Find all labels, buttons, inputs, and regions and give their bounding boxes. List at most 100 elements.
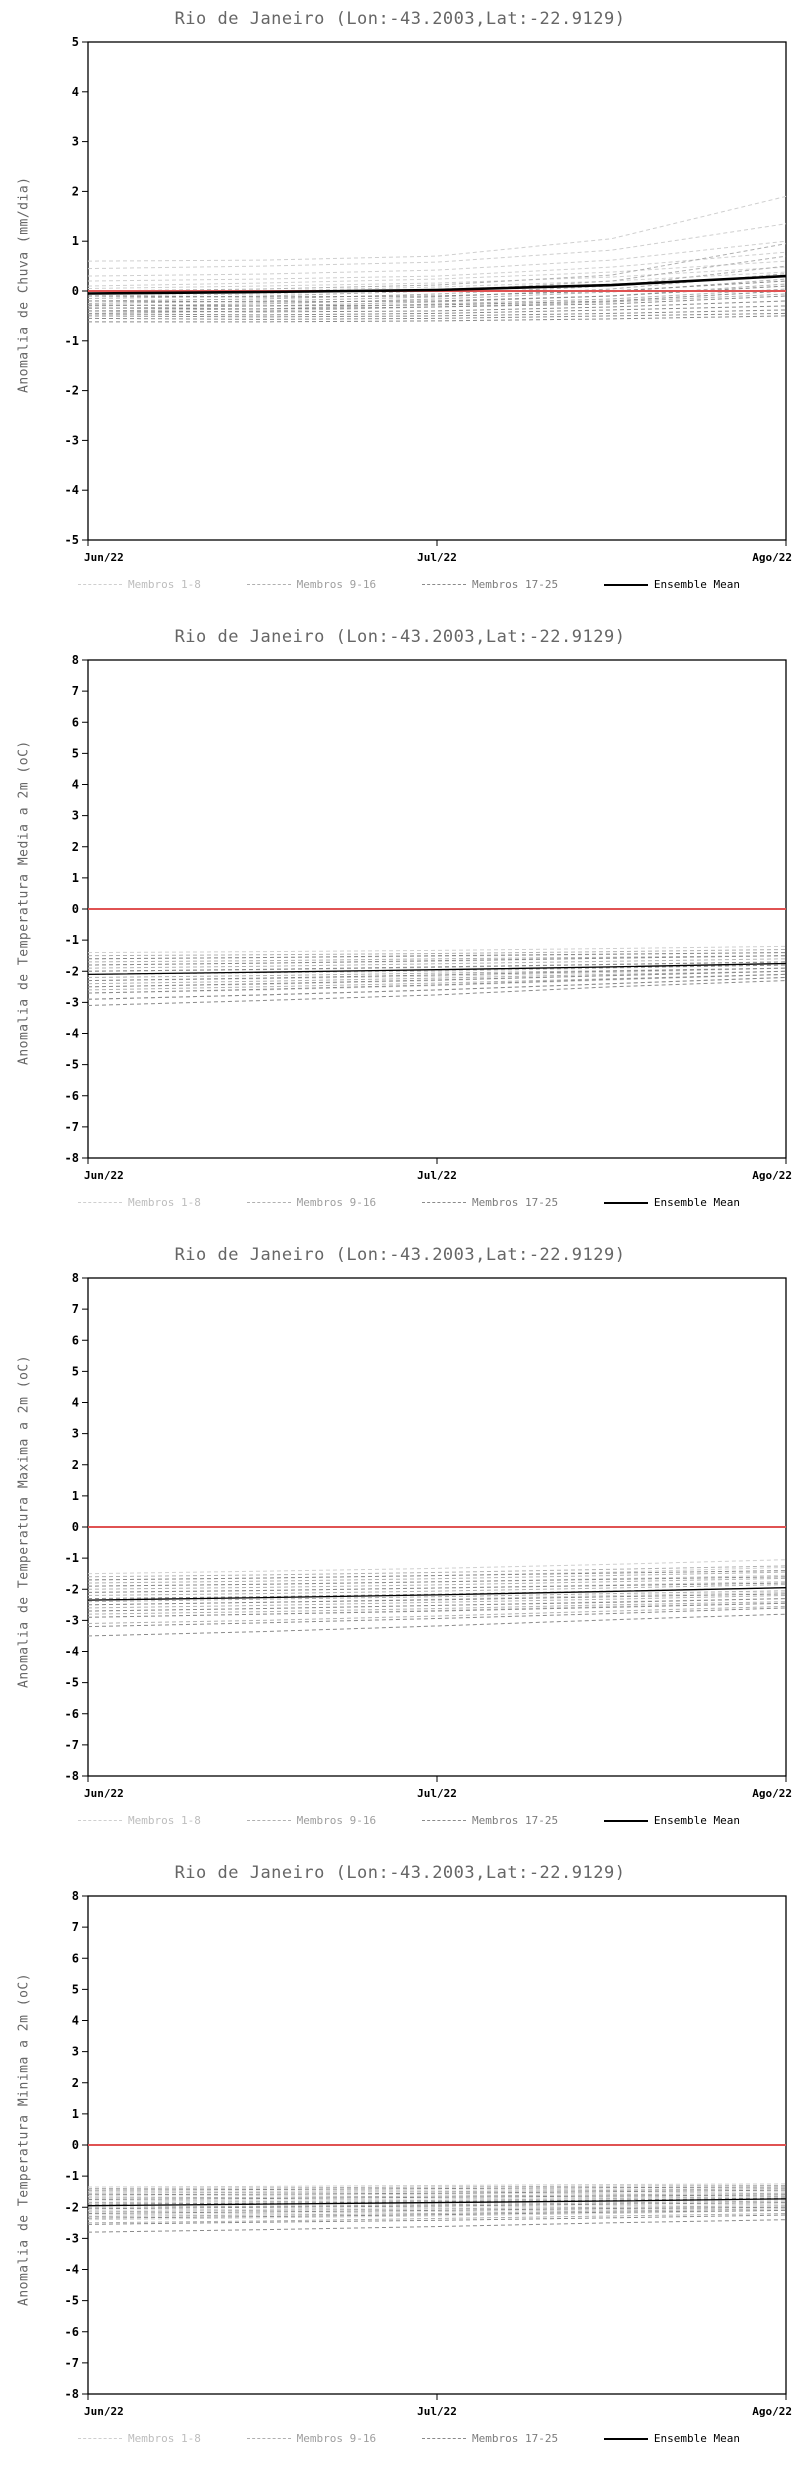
legend-item-ensemble-mean: Ensemble Mean [603, 578, 740, 591]
svg-text:2: 2 [72, 1458, 79, 1472]
legend-line-sample [421, 2438, 466, 2439]
legend-item-membros-17-25: Membros 17-25 [421, 1196, 559, 1209]
svg-text:8: 8 [72, 1889, 79, 1903]
legend-item-membros-9-16: Membros 9-16 [246, 1196, 376, 1209]
legend-line-sample [421, 1202, 466, 1203]
svg-text:0: 0 [72, 1520, 79, 1534]
legend-item-membros-1-8: Membros 1-8 [78, 578, 201, 591]
svg-text:4: 4 [72, 2014, 79, 2028]
svg-text:1: 1 [72, 1489, 79, 1503]
legend-item-membros-9-16: Membros 9-16 [246, 578, 376, 591]
svg-text:4: 4 [72, 85, 79, 99]
svg-text:2: 2 [72, 184, 79, 198]
min-temperature-anomaly-plot: -8 -7 -6 -5 -4 -3 -2 -1 0 1 2 3 4 5 6 7 8 Jun/22 Jul/22 Ago… [65, 1889, 792, 2418]
legend-label: Membros 17-25 [471, 2432, 559, 2445]
legend-item-ensemble-mean: Ensemble Mean [603, 2432, 740, 2445]
svg-text:-6: -6 [65, 2325, 79, 2339]
legend-label: Membros 1-8 [128, 2432, 201, 2445]
chart-title: Rio de Janeiro (Lon:-43.2003,Lat:-22.912… [174, 1245, 626, 1265]
svg-text:3: 3 [72, 2045, 79, 2059]
svg-text:8: 8 [72, 1271, 79, 1285]
svg-text:-5: -5 [65, 1058, 79, 1072]
svg-text:-2: -2 [65, 384, 79, 398]
legend: Membros 1-8 Membros 9-16 Membros 17-25 E… [0, 576, 800, 591]
svg-text:4: 4 [72, 778, 79, 792]
svg-text:7: 7 [72, 1302, 79, 1316]
legend-item-ensemble-mean: Ensemble Mean [603, 1814, 740, 1827]
legend-line-sample [421, 1820, 466, 1821]
legend-line-sample [78, 1820, 122, 1821]
legend: Membros 1-8 Membros 9-16 Membros 17-25 E… [0, 1812, 800, 1827]
svg-text:-1: -1 [65, 2169, 79, 2183]
y-axis-label: Anomalia de Temperatura Maxima a 2m (oC) [16, 1354, 32, 1688]
svg-text:3: 3 [72, 135, 79, 149]
svg-text:-4: -4 [65, 1027, 79, 1041]
svg-text:6: 6 [72, 1333, 79, 1347]
legend-line-sample [246, 2438, 291, 2439]
legend-item-membros-9-16: Membros 9-16 [246, 1814, 377, 1827]
svg-text:-2: -2 [65, 1582, 79, 1596]
chart-title: Rio de Janeiro (Lon:-43.2003,Lat:-22.912… [174, 9, 626, 29]
legend-item-membros-17-25: Membros 17-25 [421, 578, 558, 591]
svg-text:-2: -2 [65, 2200, 79, 2214]
svg-text:6: 6 [72, 1951, 79, 1965]
svg-text:0: 0 [72, 2138, 79, 2152]
legend-item-membros-17-25: Membros 17-25 [421, 2432, 559, 2445]
chart-title: Rio de Janeiro (Lon:-43.2003,Lat:-22.912… [174, 1863, 626, 1883]
legend-item-membros-9-16: Membros 9-16 [246, 2432, 377, 2445]
svg-text:Jun/22: Jun/22 [84, 2405, 124, 2418]
svg-text:0: 0 [72, 284, 79, 298]
legend-label: Membros 9-16 [296, 2432, 377, 2445]
svg-text:Jul/22: Jul/22 [417, 1787, 457, 1800]
svg-text:-3: -3 [65, 1613, 79, 1627]
svg-text:5: 5 [72, 1364, 79, 1378]
svg-text:-1: -1 [65, 933, 79, 947]
svg-text:-8: -8 [65, 2387, 79, 2401]
legend-item-membros-1-8: Membros 1-8 [78, 2432, 201, 2445]
legend-label: Membros 17-25 [471, 1196, 559, 1209]
chart-panel-mean-temp-anomaly: Rio de Janeiro (Lon:-43.2003,Lat:-22.912… [0, 618, 800, 1236]
svg-text:Jul/22: Jul/22 [417, 551, 457, 564]
svg-text:-5: -5 [65, 533, 79, 547]
legend-line-sample [246, 1820, 291, 1821]
svg-text:Jul/22: Jul/22 [417, 1169, 457, 1182]
svg-text:Ago/22: Ago/22 [752, 2405, 792, 2418]
legend-line-sample [603, 2437, 648, 2440]
legend-line-sample [78, 584, 122, 585]
legend-item-membros-1-8: Membros 1-8 [78, 1196, 201, 1209]
mean-temperature-anomaly-plot: -8 -7 -6 -5 -4 -3 -2 -1 0 1 2 3 4 5 6 7 8 Jun/22 Jul/22 Ago… [65, 653, 792, 1182]
legend-label: Ensemble Mean [653, 578, 740, 591]
svg-text:-3: -3 [65, 2231, 79, 2245]
legend-line-sample [603, 1201, 648, 1204]
svg-text:-5: -5 [65, 1676, 79, 1690]
legend-label: Membros 1-8 [128, 1196, 201, 1209]
svg-text:6: 6 [72, 715, 79, 729]
svg-text:-6: -6 [65, 1707, 79, 1721]
svg-text:5: 5 [72, 746, 79, 760]
svg-text:-3: -3 [65, 433, 79, 447]
svg-text:3: 3 [72, 809, 79, 823]
svg-text:-5: -5 [65, 2294, 79, 2308]
chart-panel-max-temp-anomaly: Rio de Janeiro (Lon:-43.2003,Lat:-22.912… [0, 1236, 800, 1854]
svg-text:Jun/22: Jun/22 [84, 551, 124, 564]
plot-wrap: Anomalia de Temperatura Minima a 2m (oC)… [0, 1886, 800, 2430]
svg-text:Jul/22: Jul/22 [417, 2405, 457, 2418]
svg-text:Jun/22: Jun/22 [84, 1787, 124, 1800]
legend-line-sample [246, 584, 291, 585]
svg-text:5: 5 [72, 1982, 79, 1996]
svg-text:7: 7 [72, 684, 79, 698]
chart-title: Rio de Janeiro (Lon:-43.2003,Lat:-22.912… [174, 627, 626, 647]
svg-text:-1: -1 [65, 334, 79, 348]
legend-item-membros-1-8: Membros 1-8 [78, 1814, 201, 1827]
plot-wrap: Anomalia de Chuva (mm/dia) -5 -4 -3 -2 -1 0 1 2… [0, 32, 800, 576]
svg-text:-4: -4 [65, 1645, 79, 1659]
svg-text:8: 8 [72, 653, 79, 667]
legend-line-sample [603, 583, 648, 586]
svg-text:2: 2 [72, 840, 79, 854]
chart-panel-min-temp-anomaly: Rio de Janeiro (Lon:-43.2003,Lat:-22.912… [0, 1854, 800, 2472]
legend: Membros 1-8 Membros 9-16 Membros 17-25 E… [0, 1194, 800, 1209]
svg-text:1: 1 [72, 2107, 79, 2121]
legend-item-membros-17-25: Membros 17-25 [421, 1814, 558, 1827]
legend-label: Membros 9-16 [296, 1814, 377, 1827]
plot-wrap: Anomalia de Temperatura Media a 2m (oC) … [0, 650, 800, 1194]
